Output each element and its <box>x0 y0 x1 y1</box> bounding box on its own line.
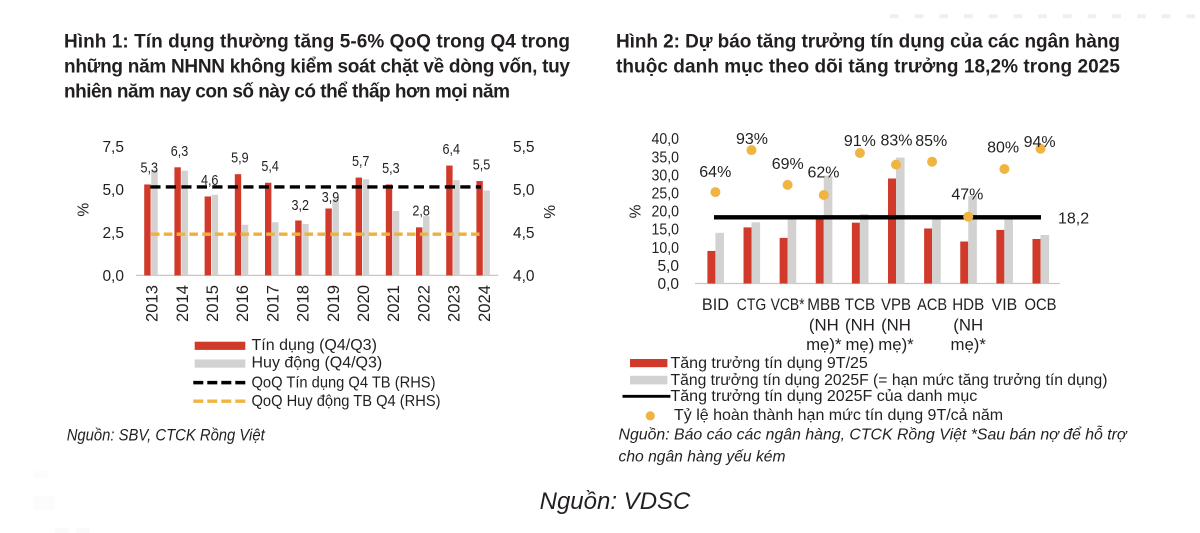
svg-text:5,3: 5,3 <box>382 160 400 177</box>
svg-text:0,0: 0,0 <box>657 276 679 293</box>
svg-text:CTG: CTG <box>737 295 767 314</box>
svg-text:2024: 2024 <box>475 285 494 322</box>
svg-text:ACB: ACB <box>917 295 947 314</box>
svg-text:94%: 94% <box>1024 134 1056 151</box>
svg-text:3,9: 3,9 <box>322 189 340 206</box>
svg-text:69%: 69% <box>772 156 804 173</box>
svg-text:83%: 83% <box>881 133 913 150</box>
svg-text:5,9: 5,9 <box>231 150 249 167</box>
svg-text:2022: 2022 <box>414 285 433 322</box>
svg-text:%: % <box>542 205 559 219</box>
svg-text:mẹ): mẹ) <box>845 335 874 354</box>
svg-text:MBB: MBB <box>807 295 840 314</box>
svg-text:10,0: 10,0 <box>652 240 680 257</box>
svg-text:Hình 2: Dự báo tăng trưởng tín: Hình 2: Dự báo tăng trưởng tín dụng của … <box>616 32 1120 53</box>
svg-text:2016: 2016 <box>233 285 252 322</box>
svg-text:Nguồn: VDSC: Nguồn: VDSC <box>540 488 691 515</box>
svg-text:nhiên năm nay con số này có th: nhiên năm nay con số này có thể thấp hơn… <box>64 82 510 103</box>
svg-text:5,0: 5,0 <box>102 182 124 199</box>
svg-text:mẹ)*: mẹ)* <box>878 335 914 354</box>
svg-text:Tỷ lệ hoàn thành hạn mức tín d: Tỷ lệ hoàn thành hạn mức tín dụng 9T/cả … <box>674 407 1003 424</box>
svg-text:6,4: 6,4 <box>443 141 461 158</box>
svg-text:2,8: 2,8 <box>412 202 430 219</box>
svg-text:4,0: 4,0 <box>513 268 535 285</box>
svg-text:2015: 2015 <box>203 285 222 322</box>
svg-text:VIB: VIB <box>992 295 1018 314</box>
svg-text:thuộc danh mục theo dõi tăng t: thuộc danh mục theo dõi tăng trưởng 18,2… <box>616 57 1120 78</box>
svg-text:5,0: 5,0 <box>657 258 679 275</box>
svg-text:2013: 2013 <box>143 285 162 322</box>
svg-text:TCB: TCB <box>845 295 876 314</box>
svg-text:(NH: (NH <box>845 315 875 334</box>
svg-text:15,0: 15,0 <box>652 222 680 239</box>
svg-text:Tín dụng (Q4/Q3): Tín dụng (Q4/Q3) <box>252 337 377 354</box>
svg-text:QoQ Huy động TB Q4 (RHS): QoQ Huy động TB Q4 (RHS) <box>252 393 441 410</box>
svg-text:2017: 2017 <box>263 285 282 322</box>
svg-text:Tăng trưởng tín dụng 2025F của: Tăng trưởng tín dụng 2025F của danh mục <box>671 388 978 405</box>
svg-text:47%: 47% <box>951 187 983 204</box>
svg-text:(NH: (NH <box>881 315 911 334</box>
svg-text:20,0: 20,0 <box>652 204 680 221</box>
svg-text:91%: 91% <box>844 133 876 150</box>
svg-text:25,0: 25,0 <box>652 186 680 203</box>
svg-text:Tăng trưởng tín dụng 9T/25: Tăng trưởng tín dụng 9T/25 <box>671 355 868 372</box>
svg-text:QoQ Tín dụng Q4 TB (RHS): QoQ Tín dụng Q4 TB (RHS) <box>252 375 436 392</box>
svg-text:6,3: 6,3 <box>171 143 189 160</box>
svg-text:cho ngân hàng yếu kém: cho ngân hàng yếu kém <box>619 449 786 466</box>
svg-text:OCB: OCB <box>1025 295 1057 314</box>
svg-text:những năm NHNN không kiểm soát: những năm NHNN không kiểm soát chặt về d… <box>64 57 570 78</box>
svg-text:62%: 62% <box>808 165 840 182</box>
svg-text:Tăng trưởng tín dụng 2025F (=: Tăng trưởng tín dụng 2025F (= hạn mức tă… <box>671 372 1108 389</box>
svg-text:mẹ)*: mẹ)* <box>806 335 842 354</box>
svg-text:VCB*: VCB* <box>771 295 805 314</box>
svg-text:5,7: 5,7 <box>352 153 370 170</box>
svg-text:18,2: 18,2 <box>1058 210 1089 227</box>
svg-text:Nguồn: Báo cáo các ngân hàng,: Nguồn: Báo cáo các ngân hàng, CTCK Rồng … <box>619 425 1128 444</box>
svg-text:%: % <box>628 204 645 218</box>
svg-text:35,0: 35,0 <box>652 149 680 166</box>
svg-text:80%: 80% <box>987 139 1019 156</box>
svg-text:5,5: 5,5 <box>473 157 491 174</box>
svg-text:Nguồn: SBV, CTCK Rồng Việt: Nguồn: SBV, CTCK Rồng Việt <box>67 426 266 445</box>
svg-text:2019: 2019 <box>324 285 343 322</box>
svg-text:(NH: (NH <box>809 315 839 334</box>
svg-text:BID: BID <box>702 295 729 314</box>
svg-text:2023: 2023 <box>445 285 464 322</box>
svg-text:85%: 85% <box>915 133 947 150</box>
svg-text:5,0: 5,0 <box>513 182 535 199</box>
svg-text:3,2: 3,2 <box>292 197 310 214</box>
svg-text:93%: 93% <box>736 131 768 148</box>
svg-text:2020: 2020 <box>354 285 373 322</box>
svg-text:4,6: 4,6 <box>201 172 219 189</box>
svg-text:5,3: 5,3 <box>141 160 159 177</box>
svg-text:30,0: 30,0 <box>652 167 680 184</box>
svg-text:7,5: 7,5 <box>102 139 124 156</box>
svg-text:(NH: (NH <box>953 315 983 334</box>
svg-text:mẹ)*: mẹ)* <box>950 335 986 354</box>
svg-text:0,0: 0,0 <box>102 268 124 285</box>
svg-text:Hình 1: Tín dụng thường tăng 5: Hình 1: Tín dụng thường tăng 5-6% QoQ tr… <box>64 32 570 53</box>
svg-text:40,0: 40,0 <box>652 131 680 148</box>
svg-text:4,5: 4,5 <box>513 225 535 242</box>
svg-text:64%: 64% <box>699 164 731 181</box>
svg-text:2021: 2021 <box>384 285 403 322</box>
svg-text:2014: 2014 <box>173 285 192 322</box>
svg-text:2,5: 2,5 <box>102 225 124 242</box>
svg-text:HDB: HDB <box>952 295 984 314</box>
svg-text:VPB: VPB <box>881 295 911 314</box>
svg-text:Huy động (Q4/Q3): Huy động (Q4/Q3) <box>252 355 383 372</box>
svg-text:5,4: 5,4 <box>261 158 279 175</box>
svg-text:2018: 2018 <box>294 285 313 322</box>
svg-text:%: % <box>76 203 93 217</box>
svg-text:5,5: 5,5 <box>513 139 535 156</box>
